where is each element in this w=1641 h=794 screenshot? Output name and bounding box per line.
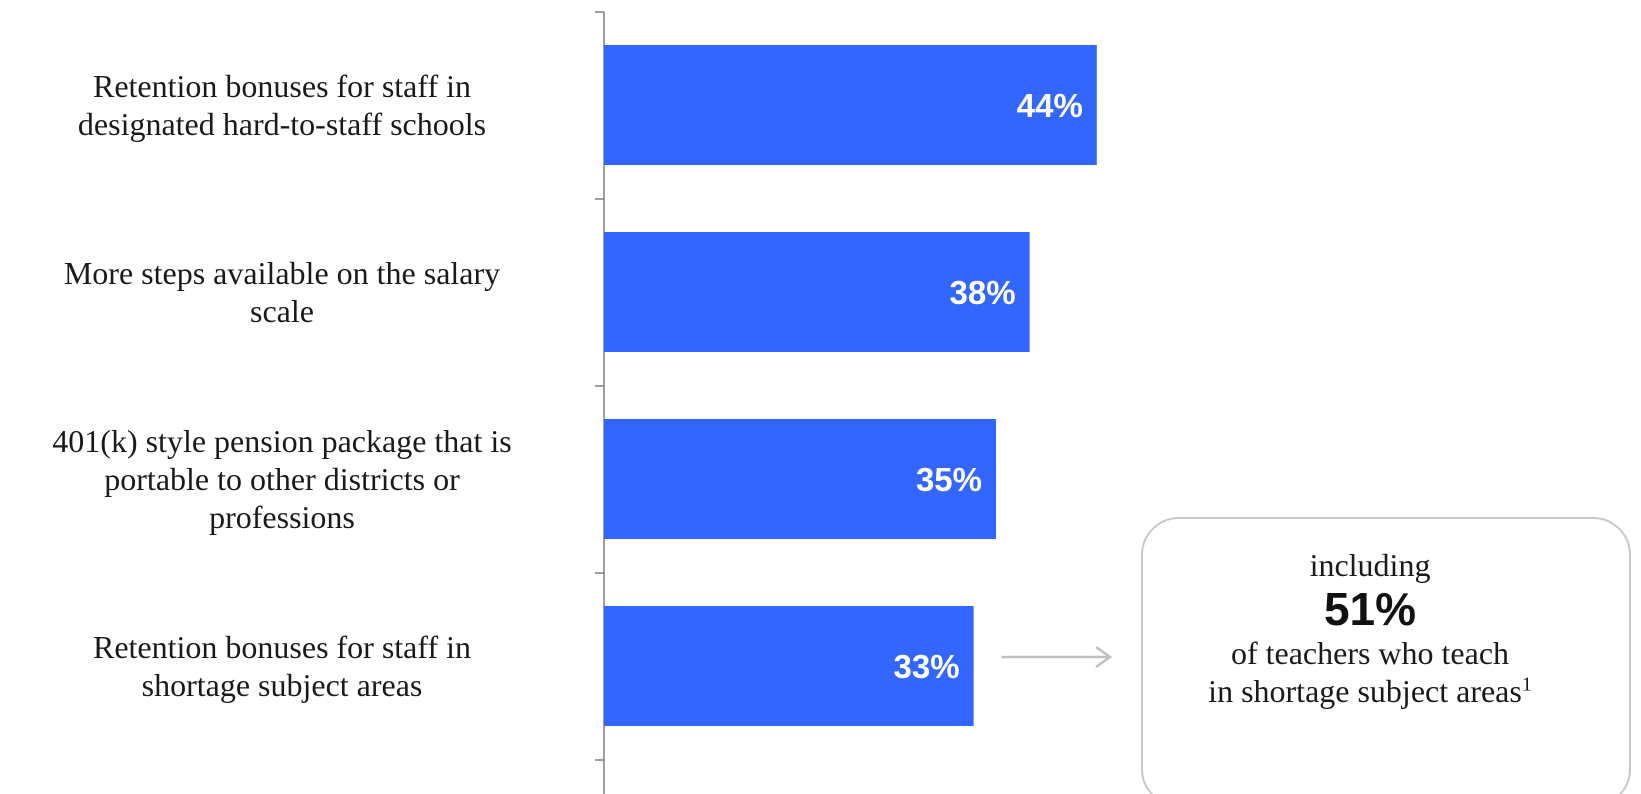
value-labels: 44% 38% 35% 33% [894, 87, 1083, 685]
bars [604, 45, 1097, 726]
category-label-line: scale [250, 293, 314, 329]
callout-line-shortage: in shortage subject areas1 [1145, 672, 1595, 710]
bar-2 [604, 232, 1030, 352]
category-label-line: professions [209, 499, 355, 535]
callout-highlight-value: 51% [1323, 583, 1417, 635]
callout-line-teachers: of teachers who teach [1230, 635, 1510, 671]
category-label-line: Retention bonuses for staff in [92, 68, 471, 104]
callout-text: including 51% of teachers who teach in s… [1145, 546, 1595, 710]
bar-1 [604, 45, 1097, 165]
category-label-line: shortage subject areas [141, 667, 423, 703]
callout-line-shortage-text: in shortage subject areas [1208, 673, 1522, 709]
category-label-2: More steps available on the salary scale [0, 254, 572, 330]
category-label-line: Retention bonuses for staff in [92, 629, 471, 665]
value-label-1: 44% [1017, 87, 1083, 124]
value-label-3: 35% [916, 461, 982, 498]
value-label-2: 38% [950, 274, 1016, 311]
category-label-1: Retention bonuses for staff in designated… [0, 67, 572, 143]
arrow-head [1095, 645, 1113, 669]
category-label-3: 401(k) style pension package that is port… [0, 422, 572, 536]
category-label-line: More steps available on the salary [63, 255, 501, 291]
bar-4 [604, 606, 974, 726]
value-label-4: 33% [894, 648, 960, 685]
callout-arrow [1001, 645, 1113, 669]
category-label-4: Retention bonuses for staff in shortage s… [0, 628, 572, 704]
category-label-line: portable to other districts or [104, 461, 460, 497]
category-label-line: designated hard-to-staff schools [77, 106, 487, 142]
y-axis [595, 11, 605, 794]
category-label-line: 401(k) style pension package that is [52, 423, 512, 459]
bar-3 [604, 419, 996, 539]
callout-line-including: including [1309, 547, 1431, 583]
footnote-marker: 1 [1521, 673, 1532, 696]
callout-box [1141, 517, 1631, 794]
